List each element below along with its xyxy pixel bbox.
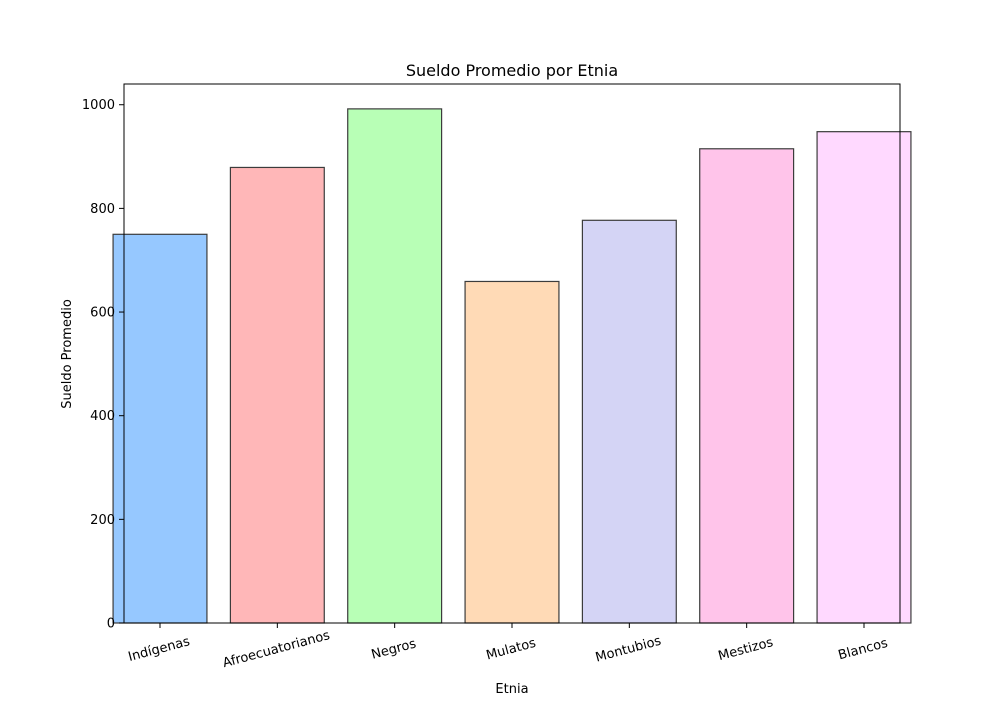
x-tick-label: Mestizos bbox=[717, 635, 775, 664]
y-tick-label: 1000 bbox=[82, 98, 115, 113]
bar-afroecuatorianos bbox=[229, 166, 325, 624]
x-tick-label: Afroecuatorianos bbox=[221, 628, 332, 671]
y-tick-label: 200 bbox=[90, 513, 115, 528]
y-tick-label: 400 bbox=[90, 409, 115, 424]
chart-title: Sueldo Promedio por Etnia bbox=[406, 61, 618, 80]
bar-mestizos bbox=[699, 148, 795, 624]
x-axis-label: Etnia bbox=[495, 682, 528, 697]
bar-mulatos bbox=[464, 280, 560, 624]
bar-blancos bbox=[816, 131, 912, 624]
x-tick-label: Negros bbox=[370, 636, 418, 662]
bar-montubios bbox=[581, 219, 677, 624]
y-axis-label: Sueldo Promedio bbox=[60, 299, 75, 409]
x-axis: Indígenas Afroecuatorianos Negros Mulatos Mo… bbox=[127, 623, 890, 671]
y-tick-label: 800 bbox=[90, 202, 115, 217]
y-tick-label: 0 bbox=[107, 617, 115, 632]
y-tick-label: 600 bbox=[90, 306, 115, 321]
x-tick-label: Blancos bbox=[837, 636, 890, 664]
bars-layer bbox=[112, 108, 912, 624]
x-tick-label: Indígenas bbox=[127, 634, 192, 665]
bar-indígenas bbox=[112, 233, 208, 624]
x-tick-label: Mulatos bbox=[485, 636, 538, 664]
x-tick-label: Montubios bbox=[594, 634, 663, 666]
y-axis: 0 200 400 600 800 1000 bbox=[82, 98, 124, 632]
bar-negros bbox=[347, 108, 443, 624]
